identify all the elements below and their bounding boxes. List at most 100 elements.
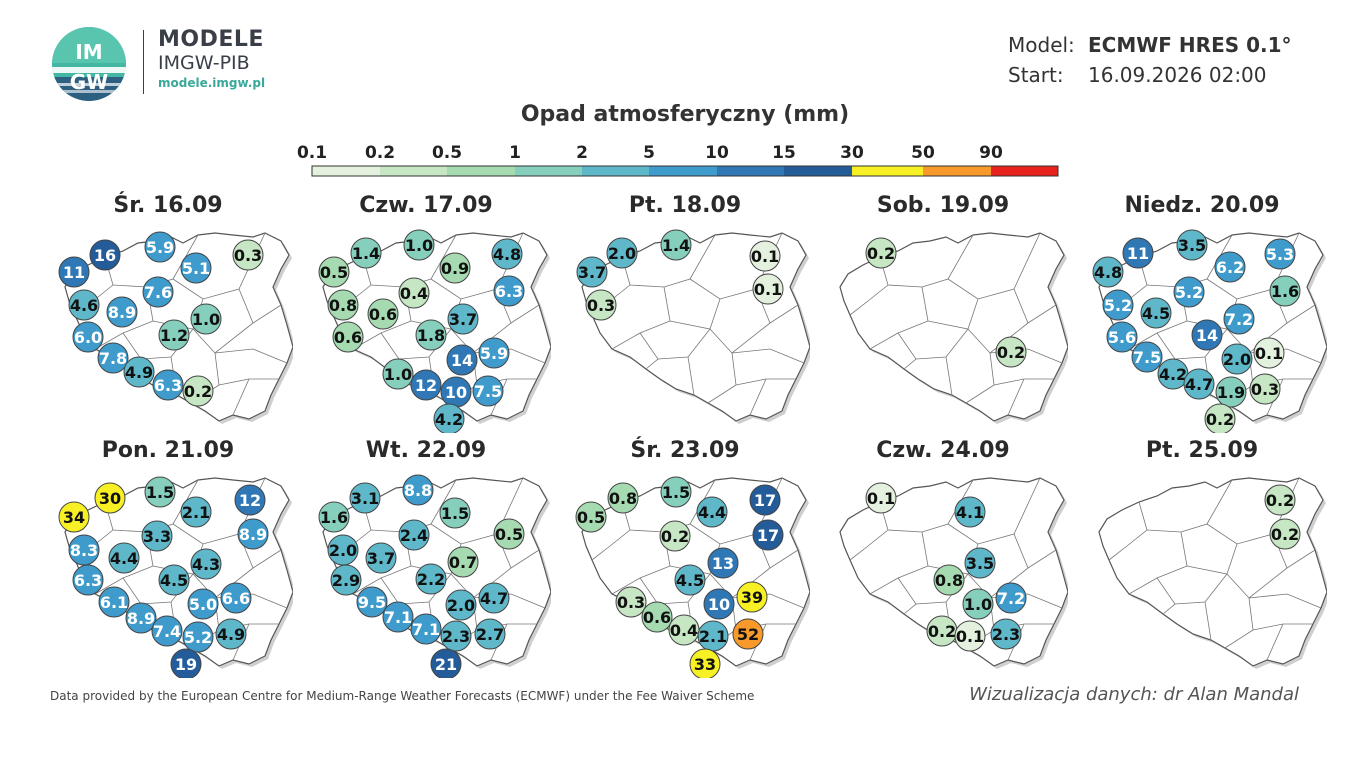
precip-marker — [382, 601, 414, 633]
region-boundary — [869, 286, 929, 350]
precip-marker — [1221, 343, 1253, 375]
precip-value: 1.6 — [1271, 282, 1299, 301]
precip-marker — [215, 618, 247, 650]
day-title: Sob. 19.09 — [876, 193, 1010, 218]
precip-value: 7.5 — [1133, 348, 1161, 367]
region-boundary — [1007, 378, 1025, 416]
precip-marker — [187, 588, 219, 620]
precip-value: 0.1 — [867, 489, 895, 508]
model-value: ECMWF HRES 0.1° — [1088, 33, 1292, 57]
precip-value: 8.9 — [239, 525, 267, 544]
precip-value: 1.8 — [417, 326, 445, 345]
precip-value: 8.9 — [108, 303, 136, 322]
colorbar-tick-label: 0.5 — [432, 143, 462, 163]
precip-value: 13 — [712, 554, 734, 573]
day-title: Śr. 23.09 — [630, 438, 740, 463]
forecast-day-panel: Wt. 22.09 3.1 8.8 1.5 1.6 2.4 0.5 2.0 3.7 0.7 2.9 2… — [301, 438, 551, 688]
precip-marker — [474, 618, 506, 650]
precip-marker — [1215, 376, 1247, 408]
precip-value: 3.7 — [367, 549, 395, 568]
precip-value: 0.2 — [928, 622, 956, 641]
precip-value: 2.1 — [699, 627, 727, 646]
precip-marker — [1122, 237, 1154, 269]
precip-marker — [1176, 229, 1208, 261]
precip-value: 4.4 — [698, 503, 726, 522]
colorbar-segment — [784, 166, 852, 176]
precip-value: 3.5 — [1178, 236, 1206, 255]
precip-marker — [607, 482, 639, 514]
precip-marker — [151, 615, 183, 647]
precip-marker — [1131, 341, 1163, 373]
precip-value: 7.2 — [1225, 310, 1253, 329]
precip-value: 3.7 — [578, 263, 606, 282]
colorbar-tick-label: 1 — [509, 143, 521, 163]
precip-marker — [349, 482, 381, 514]
precip-value: 39 — [741, 588, 763, 607]
forecast-day-panel: Sob. 19.09 0.2 0.2 — [818, 193, 1068, 443]
precip-value: 14 — [451, 351, 473, 370]
precip-marker — [696, 496, 728, 528]
precip-value: 0.2 — [184, 382, 212, 401]
precip-value: 34 — [63, 508, 85, 527]
colorbar-border — [311, 165, 1059, 177]
logo-url[interactable]: modele.imgw.pl — [158, 76, 266, 90]
data-source-note: Data provided by the European Centre for… — [50, 689, 755, 703]
precip-value: 6.2 — [1216, 258, 1244, 277]
precip-value: 16 — [94, 246, 116, 265]
precip-value: 1.4 — [662, 236, 690, 255]
region-boundary — [1146, 479, 1233, 533]
region-boundary — [591, 501, 631, 561]
region-boundary — [430, 477, 524, 545]
precip-marker — [415, 319, 447, 351]
precip-value: 6.1 — [100, 593, 128, 612]
precip-marker — [98, 586, 130, 618]
region-boundary — [1108, 501, 1148, 561]
precip-marker — [433, 403, 465, 433]
precip-marker — [660, 229, 692, 261]
precip-value: 1.5 — [441, 504, 469, 523]
precip-marker — [89, 239, 121, 271]
region-boundary — [849, 256, 889, 316]
poland-map: 3.1 8.8 1.5 1.6 2.4 0.5 2.0 3.7 0.7 2.9 2.2 9.5 2.0 4… — [318, 474, 551, 678]
poland-map: 30 1.5 12 34 2.1 8.9 8.3 3.3 4.4 4.3 6.3 4.5 6.1 6.6 5… — [58, 476, 293, 678]
precip-value: 4.9 — [217, 625, 245, 644]
precip-marker — [954, 620, 986, 652]
precip-value: 5.2 — [1104, 296, 1132, 315]
precip-marker — [180, 252, 212, 284]
precip-value: 2.4 — [400, 526, 428, 545]
precip-value: 7.4 — [153, 622, 181, 641]
precip-value: 52 — [737, 625, 759, 644]
logo-text: MODELE IMGW-PIB modele.imgw.pl — [158, 28, 265, 92]
precip-value: 0.2 — [1206, 410, 1234, 429]
precip-marker — [144, 476, 176, 508]
precip-value: 1.5 — [146, 483, 174, 502]
precip-value: 0.4 — [670, 621, 698, 640]
colorbar-tick-label: 0.2 — [365, 143, 395, 163]
precip-value: 6.3 — [74, 571, 102, 590]
precip-value: 2.1 — [182, 503, 210, 522]
precip-value: 8.3 — [70, 541, 98, 560]
precip-marker — [220, 582, 252, 614]
precip-marker — [736, 581, 768, 613]
precip-value: 11 — [1127, 244, 1149, 263]
colorbar-segment — [312, 166, 380, 176]
precip-value: 7.1 — [412, 620, 440, 639]
precip-marker — [1264, 238, 1296, 270]
colorbar-segment — [380, 166, 447, 176]
precip-value: 4.7 — [1185, 375, 1213, 394]
precip-marker — [439, 497, 471, 529]
precip-value: 0.8 — [609, 489, 637, 508]
precip-marker — [410, 369, 442, 401]
precip-value: 5.6 — [1108, 328, 1136, 347]
start-value: 16.09.2026 02:00 — [1088, 63, 1267, 87]
precipitation-colorbar: 0.1 0.2 0.5 1 2 5 10 15 30 50 90 — [297, 143, 1059, 177]
colorbar-tick-label: 5 — [643, 143, 655, 163]
precip-value: 1.0 — [384, 365, 412, 384]
precip-value: 4.6 — [70, 296, 98, 315]
day-title: Pt. 25.09 — [1145, 438, 1259, 463]
precip-value: 0.5 — [577, 508, 605, 527]
precip-value: 0.2 — [1266, 491, 1294, 510]
precip-marker — [1102, 289, 1134, 321]
precip-marker — [94, 482, 126, 514]
colorbar-tick-label: 15 — [772, 143, 796, 163]
